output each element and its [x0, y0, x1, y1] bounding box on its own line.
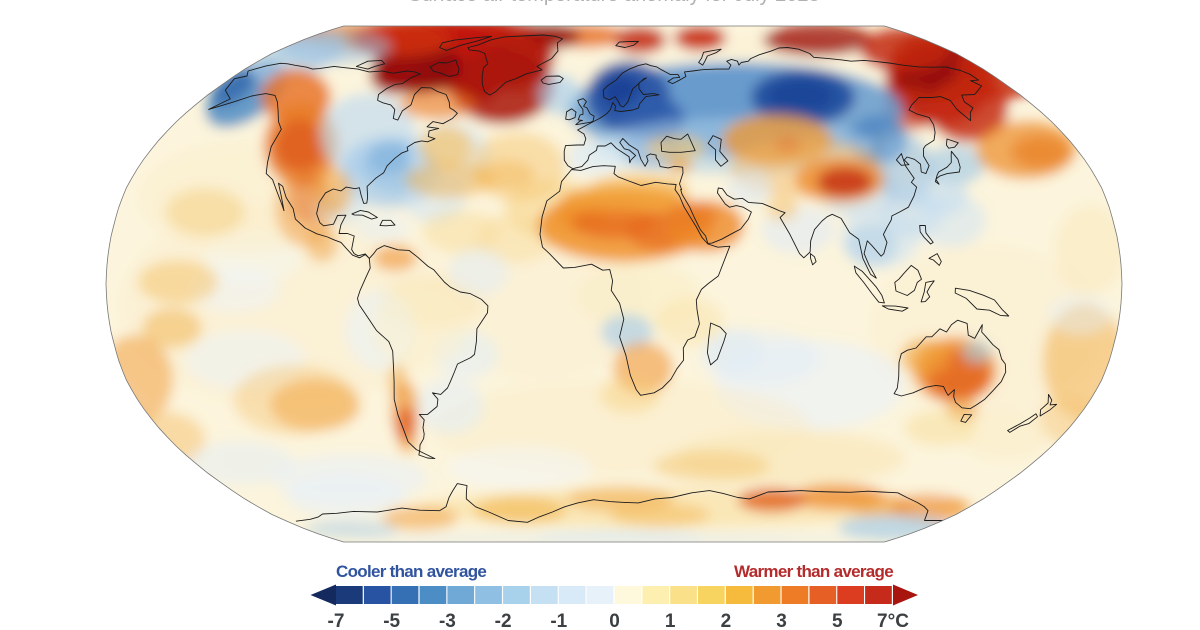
svg-text:3: 3 — [776, 611, 787, 630]
svg-text:-5: -5 — [383, 611, 400, 630]
svg-text:5: 5 — [832, 611, 843, 630]
svg-text:0: 0 — [609, 611, 620, 630]
svg-text:2: 2 — [721, 611, 732, 630]
svg-text:-7: -7 — [328, 611, 345, 630]
svg-text:-3: -3 — [439, 611, 456, 630]
svg-text:1: 1 — [665, 611, 676, 630]
svg-text:-1: -1 — [550, 611, 567, 630]
svg-text:Cooler than average: Cooler than average — [336, 562, 486, 581]
svg-text:7°C: 7°C — [877, 611, 909, 630]
svg-text:Warmer than average: Warmer than average — [734, 562, 893, 581]
svg-text:-2: -2 — [495, 611, 512, 630]
svg-text:Surface air temperature anomal: Surface air temperature anomaly for July… — [408, 0, 819, 6]
